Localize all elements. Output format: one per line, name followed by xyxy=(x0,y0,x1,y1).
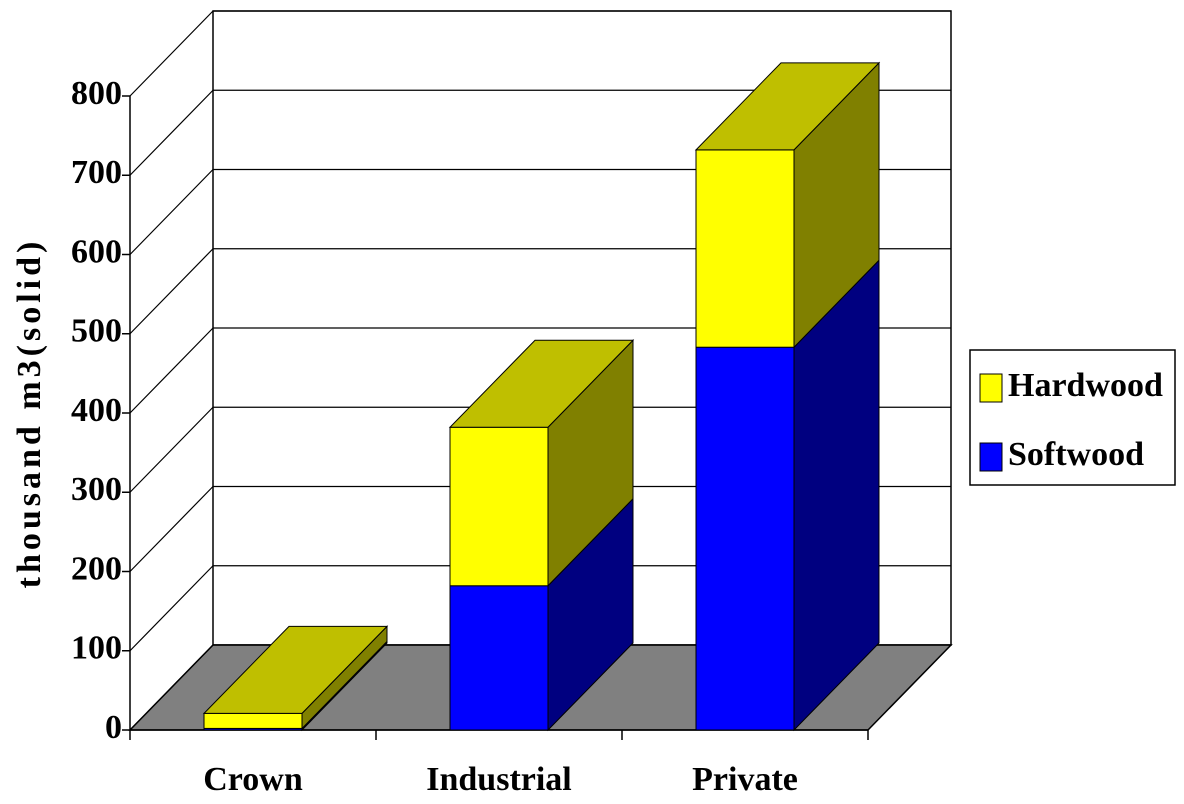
legend-label: Softwood xyxy=(1008,436,1144,473)
grid-line-side xyxy=(129,327,214,414)
legend-box xyxy=(969,349,1176,486)
x-tick-label: Private xyxy=(692,761,798,798)
grid-line-side xyxy=(129,406,214,493)
legend-swatch xyxy=(979,442,1003,472)
bar-top xyxy=(694,62,881,151)
y-tick-label: 800 xyxy=(71,75,122,112)
grid-line-side xyxy=(129,10,214,97)
grid-line-side xyxy=(129,248,214,335)
grid-line-side xyxy=(129,169,214,255)
bar xyxy=(449,585,549,731)
grid-line-side xyxy=(129,565,214,652)
legend-label: Hardwood xyxy=(1008,367,1163,404)
bar-top xyxy=(448,339,635,428)
bar-top xyxy=(202,625,389,714)
y-axis-title: thousand m3(solid) xyxy=(11,238,48,589)
y-tick-label: 0 xyxy=(105,709,122,746)
y-tick-label: 300 xyxy=(71,471,122,508)
legend-swatch xyxy=(979,373,1003,403)
grid-line-side xyxy=(129,89,214,176)
bar xyxy=(203,712,303,729)
grid-line-side xyxy=(129,486,214,572)
x-tick-label: Crown xyxy=(203,761,303,798)
x-tick-label: Industrial xyxy=(426,761,572,798)
bar xyxy=(695,149,795,348)
y-tick-label: 700 xyxy=(71,154,122,191)
y-tick-label: 500 xyxy=(71,313,122,350)
y-tick-label: 400 xyxy=(71,392,122,429)
grid-line-side xyxy=(129,644,214,731)
bar xyxy=(695,346,795,731)
bar xyxy=(449,426,549,587)
y-tick-label: 100 xyxy=(71,630,122,667)
y-tick-label: 600 xyxy=(71,233,122,270)
y-tick-label: 200 xyxy=(71,550,122,587)
